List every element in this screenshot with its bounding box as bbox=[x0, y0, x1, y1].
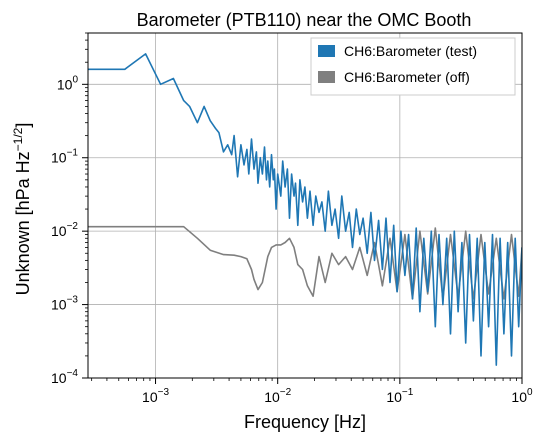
legend-box bbox=[310, 37, 516, 96]
series-layer bbox=[88, 53, 522, 366]
x-tick-label: 10−1 bbox=[386, 387, 413, 405]
legend-swatch-off bbox=[318, 71, 335, 83]
x-tick-label: 100 bbox=[511, 387, 533, 405]
ticks: 10−3 10−2 10−1 100 10−4 10−3 10−2 10−1 100 bbox=[51, 32, 533, 405]
y-axis-label: Unknown [hPa Hz−1/2] bbox=[11, 123, 33, 296]
legend-label-off: CH6:Barometer (off) bbox=[344, 69, 470, 85]
plot-frame bbox=[87, 32, 523, 379]
y-tick-label: 10−2 bbox=[51, 221, 78, 239]
chart-title: Barometer (PTB110) near the OMC Booth bbox=[137, 10, 472, 30]
legend-label-test: CH6:Barometer (test) bbox=[344, 43, 477, 59]
x-axis-label: Frequency [Hz] bbox=[244, 412, 366, 432]
legend: CH6:Barometer (test) CH6:Barometer (off) bbox=[310, 37, 516, 96]
y-tick-label: 10−1 bbox=[51, 148, 78, 166]
x-tick-label: 10−2 bbox=[264, 387, 291, 405]
x-tick-label: 10−3 bbox=[142, 387, 169, 405]
y-axis-label-main: Unknown [hPa Hz bbox=[13, 151, 33, 295]
y-axis-label-close: ] bbox=[13, 123, 33, 128]
y-tick-label: 10−4 bbox=[51, 368, 78, 386]
legend-swatch-test bbox=[318, 45, 335, 57]
y-tick-label: 100 bbox=[57, 74, 79, 92]
y-axis-label-sup: −1/2 bbox=[11, 127, 25, 151]
series-line-test bbox=[88, 53, 522, 366]
y-tick-label: 10−3 bbox=[51, 295, 78, 313]
